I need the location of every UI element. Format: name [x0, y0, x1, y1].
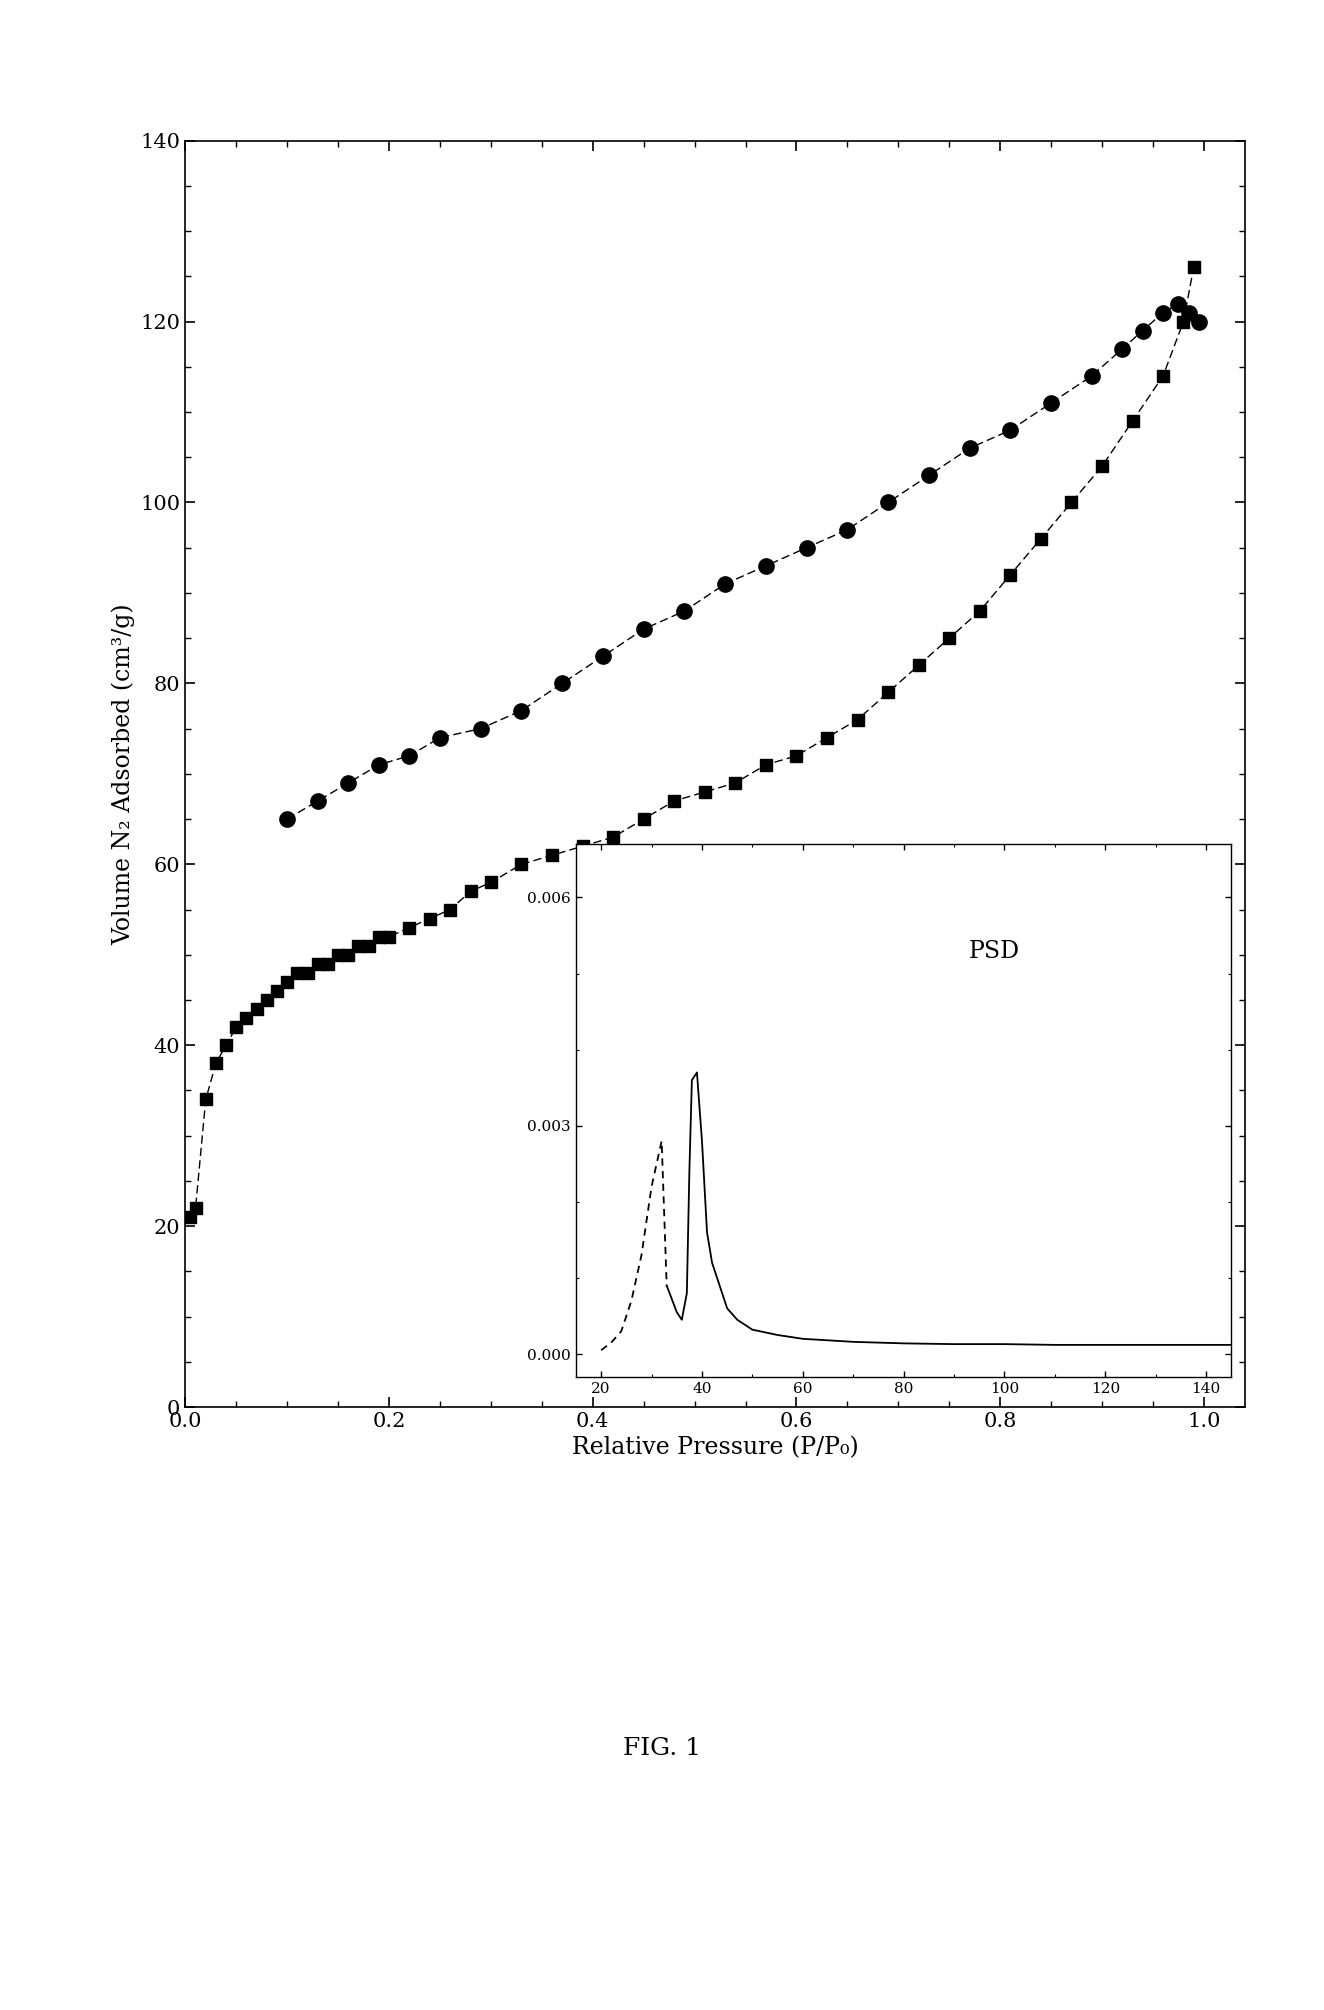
Text: PSD: PSD — [969, 941, 1021, 963]
Y-axis label: Volume N₂ Adsorbed (cm³/g): Volume N₂ Adsorbed (cm³/g) — [111, 603, 135, 945]
Text: FIG. 1: FIG. 1 — [624, 1737, 700, 1761]
X-axis label: Relative Pressure (P/P₀): Relative Pressure (P/P₀) — [572, 1437, 858, 1459]
